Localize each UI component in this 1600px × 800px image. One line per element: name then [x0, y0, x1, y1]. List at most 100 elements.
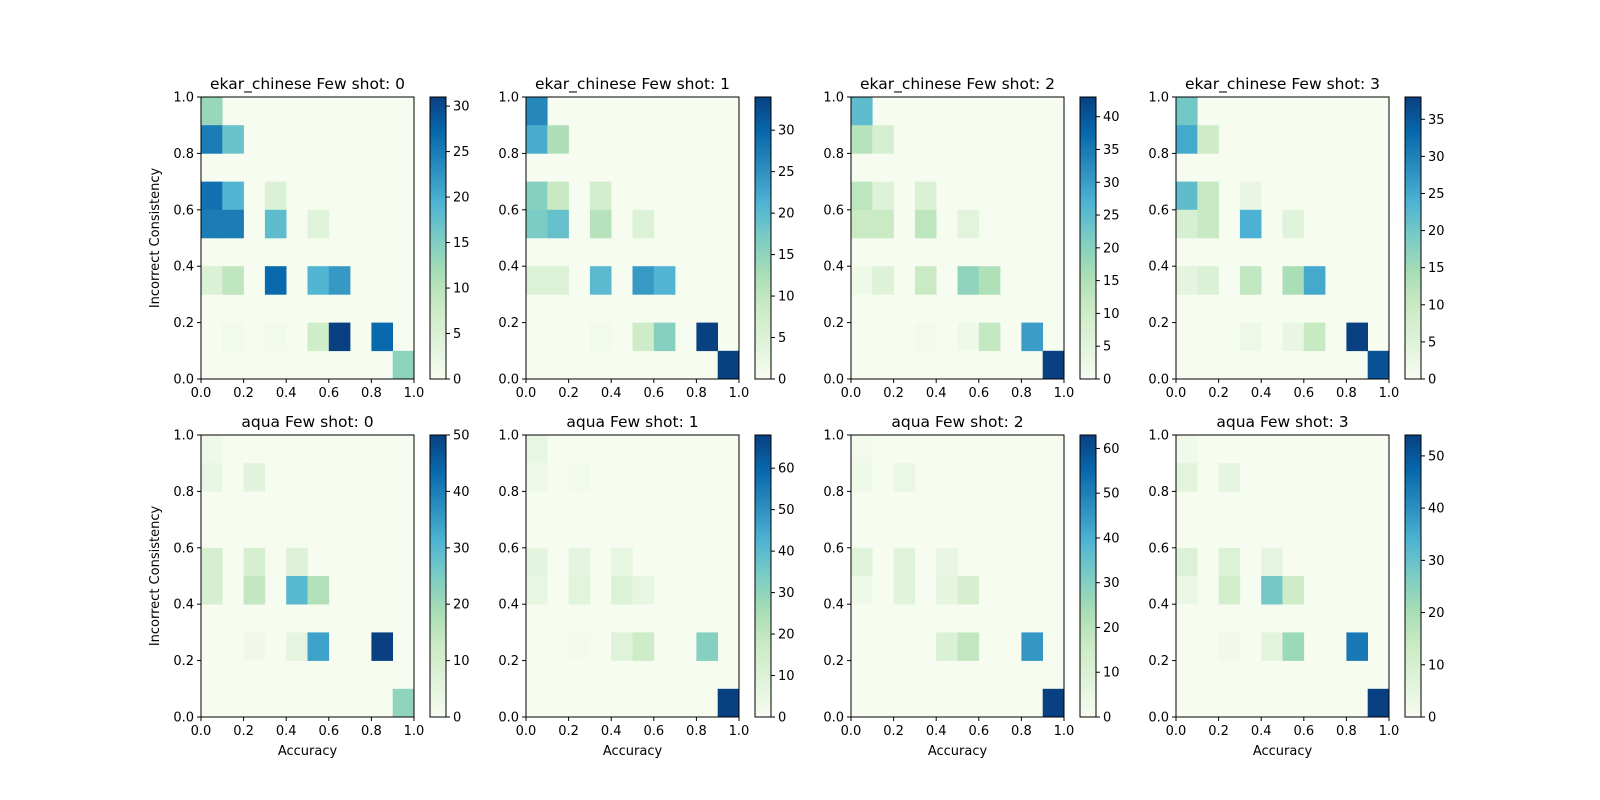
heatmap-cell — [1042, 350, 1065, 380]
y-tick-label: 0.8 — [173, 147, 194, 162]
heatmap-cell — [851, 463, 873, 492]
colorbar-tick-label: 30 — [453, 541, 470, 556]
heatmap-cell — [957, 632, 980, 661]
x-tick-label: 1.0 — [1379, 724, 1400, 739]
heatmap-cell — [589, 181, 612, 211]
heatmap-cell — [264, 266, 287, 295]
colorbar-tick-label: 30 — [453, 100, 470, 115]
heatmap-cell — [1042, 688, 1065, 718]
x-tick-label: 0.8 — [686, 724, 707, 739]
x-tick-label: 0.4 — [926, 724, 947, 739]
colorbar-tick-label: 20 — [778, 207, 795, 222]
x-tick-label: 0.8 — [361, 724, 382, 739]
heatmap-cell — [526, 576, 548, 605]
x-tick-label: 0.2 — [883, 386, 904, 401]
heatmap-cell — [1239, 181, 1262, 211]
heatmap-cell — [222, 181, 244, 211]
subplot-title: aqua Few shot: 3 — [1216, 413, 1348, 431]
x-tick-label: 0.8 — [1011, 386, 1032, 401]
heatmap-cell — [1197, 209, 1219, 239]
y-tick-label: 0.0 — [173, 711, 194, 726]
colorbar — [429, 96, 447, 380]
heatmap-cell — [371, 632, 393, 661]
y-tick-label: 1.0 — [173, 91, 194, 106]
heatmap-cell — [307, 266, 330, 295]
heatmap-cell — [589, 266, 612, 295]
heatmap-cell — [392, 688, 415, 718]
x-tick-label: 1.0 — [1054, 386, 1075, 401]
colorbar-tick-label: 30 — [778, 586, 795, 601]
heatmap-cell — [1197, 125, 1219, 154]
heatmap-cell — [307, 322, 330, 352]
heatmap-cell — [201, 463, 223, 492]
y-tick-label: 0.2 — [1148, 316, 1169, 331]
y-tick-label: 0.4 — [1148, 598, 1169, 613]
colorbar-tick-label: 15 — [1103, 274, 1120, 289]
y-axis-label: Incorrect Consistency — [148, 168, 163, 309]
y-axis-label: Incorrect Consistency — [148, 506, 163, 647]
heatmap-cell — [201, 266, 223, 295]
y-tick-label: 0.4 — [498, 260, 519, 275]
colorbar-tick-label: 20 — [1428, 606, 1445, 621]
heatmap-cell — [1239, 266, 1262, 295]
heatmap-cell — [526, 547, 548, 577]
heatmap-cell — [307, 576, 330, 605]
x-tick-label: 0.4 — [276, 386, 297, 401]
colorbar-tick-label: 5 — [1103, 340, 1111, 355]
heatmap-cell — [914, 322, 937, 352]
colorbar-tick-label: 50 — [1428, 449, 1445, 464]
x-tick-label: 0.2 — [1208, 724, 1229, 739]
heatmap-cell — [851, 266, 873, 295]
x-tick-label: 0.2 — [233, 724, 254, 739]
heatmap-cell — [957, 209, 980, 239]
colorbar — [754, 434, 772, 718]
subplot-6: 0.00.0 0.2 0.2 0.4 0.4 0.6 0.6 0.8 0.8 1.0 1.0 aqua… — [823, 413, 1119, 759]
heatmap-cell — [547, 209, 569, 239]
y-tick-label: 0.6 — [823, 541, 844, 556]
y-tick-label: 0.6 — [1148, 203, 1169, 218]
x-axis-label: Accuracy — [603, 744, 663, 759]
x-tick-label: 0.0 — [191, 386, 212, 401]
y-tick-label: 0.6 — [173, 541, 194, 556]
heatmap-cell — [632, 322, 655, 352]
heatmap-cell — [851, 97, 873, 126]
colorbar-tick-label: 0 — [778, 711, 786, 726]
heatmap-cell — [893, 547, 916, 577]
heatmap-cell — [286, 576, 308, 605]
colorbar-tick-label: 0 — [453, 373, 461, 388]
heatmap-cell — [653, 266, 676, 295]
heatmap-cell — [1218, 463, 1241, 492]
colorbar-tick-label: 35 — [1103, 143, 1120, 158]
heatmap-cell — [632, 209, 655, 239]
x-tick-label: 1.0 — [1379, 386, 1400, 401]
x-tick-label: 0.6 — [318, 386, 339, 401]
y-tick-label: 0.6 — [173, 203, 194, 218]
heatmap-cell — [893, 463, 916, 492]
heatmap-cell — [653, 322, 676, 352]
heatmap-cell — [957, 576, 980, 605]
heatmap-cell — [1197, 266, 1219, 295]
colorbar-tick-label: 15 — [453, 236, 470, 251]
heatmap-cell — [851, 125, 873, 154]
x-tick-label: 0.4 — [601, 386, 622, 401]
subplot-7: 0.00.0 0.2 0.2 0.4 0.4 0.6 0.6 0.8 0.8 1.0 1.0 aqua… — [1148, 413, 1444, 759]
heatmap-cell — [264, 322, 287, 352]
heatmap-cell — [957, 266, 980, 295]
heatmap-cell — [936, 547, 958, 577]
heatmap-cell — [978, 266, 1001, 295]
heatmap-cell — [526, 181, 548, 211]
heatmap-cell — [957, 322, 980, 352]
heatmap-cell — [1176, 125, 1198, 154]
heatmap-cell — [1303, 266, 1326, 295]
heatmap-cell — [286, 547, 308, 577]
y-tick-label: 0.2 — [173, 316, 194, 331]
x-tick-label: 0.4 — [1251, 724, 1272, 739]
heatmap-cell — [632, 632, 655, 661]
heatmap-cell — [1282, 266, 1305, 295]
y-tick-label: 0.4 — [823, 598, 844, 613]
colorbar-tick-label: 5 — [1428, 335, 1436, 350]
y-tick-label: 0.4 — [498, 598, 519, 613]
heatmap-cell — [568, 576, 591, 605]
subplot-0: 0.00.0 0.2 0.2 0.4 0.4 0.6 0.6 0.8 0.8 1.0 1.0 ekar… — [148, 75, 470, 401]
colorbar-tick-label: 60 — [778, 462, 795, 477]
